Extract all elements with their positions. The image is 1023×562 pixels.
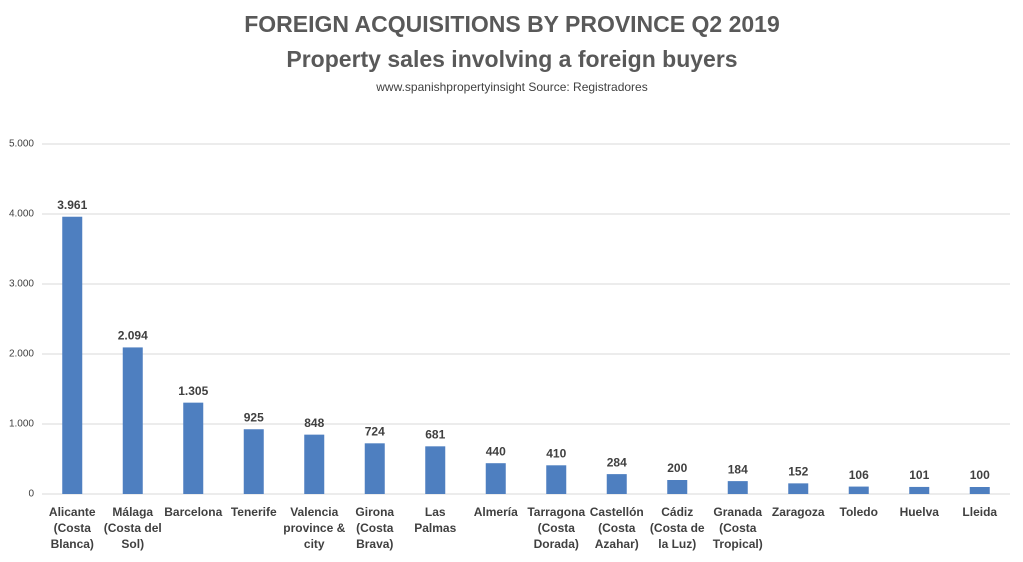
bar	[606, 474, 627, 494]
value-label: 101	[909, 468, 929, 482]
x-tick-label: Zaragoza	[771, 505, 825, 519]
y-tick-label: 5.000	[9, 139, 34, 150]
y-tick-label: 3.000	[9, 279, 34, 290]
value-label: 3.961	[57, 198, 87, 212]
value-label: 1.305	[178, 384, 208, 398]
value-label: 106	[849, 468, 869, 482]
y-tick-label: 2.000	[9, 349, 34, 360]
bar	[788, 483, 809, 494]
bar	[485, 463, 506, 494]
value-label: 200	[667, 461, 687, 475]
x-tick-label: Almería	[473, 505, 518, 519]
x-tick-label: Toledo	[839, 505, 878, 519]
bar	[727, 481, 748, 494]
x-tick-label: Tenerife	[230, 505, 277, 519]
x-tick-label: Valencia province & city	[283, 505, 346, 551]
x-tick-label: Tarragona (Costa Dorada)	[527, 505, 586, 551]
bar	[909, 486, 930, 494]
bar	[243, 429, 264, 494]
x-tick-label: Huelva	[899, 505, 939, 519]
x-tick-label: Granada (Costa Tropical)	[712, 505, 763, 551]
y-tick-label: 0	[28, 489, 34, 500]
value-label: 925	[244, 410, 264, 424]
x-tick-label: Lleida	[962, 505, 998, 519]
chart-title: FOREIGN ACQUISITIONS BY PROVINCE Q2 2019	[244, 11, 780, 37]
y-tick-label: 1.000	[9, 419, 34, 430]
y-tick-label: 4.000	[9, 209, 34, 220]
value-label: 848	[304, 416, 324, 430]
bar	[667, 480, 688, 494]
x-tick-label: Las Palmas	[414, 505, 457, 535]
bar	[364, 443, 385, 494]
value-label: 284	[607, 455, 627, 469]
bar	[848, 486, 869, 494]
value-label: 440	[486, 444, 506, 458]
value-label: 410	[546, 446, 566, 460]
x-tick-label: Barcelona	[164, 505, 223, 519]
value-label: 100	[970, 468, 990, 482]
bar	[425, 446, 446, 494]
x-tick-label: Girona (Costa Brava)	[355, 505, 395, 551]
x-tick-label: Alicante (Costa Blanca)	[48, 505, 96, 551]
x-tick-label: Málaga (Costa del Sol)	[103, 505, 162, 551]
bar	[546, 465, 567, 494]
value-label: 2.094	[118, 329, 148, 343]
chart-source: www.spanishpropertyinsight Source: Regis…	[375, 80, 647, 94]
bar	[122, 347, 143, 494]
value-label: 681	[425, 428, 445, 442]
value-label: 724	[365, 424, 385, 438]
bar	[969, 487, 990, 494]
x-tick-label: Castellón (Costa Azahar)	[589, 505, 644, 551]
value-label: 184	[728, 462, 748, 476]
x-tick-label: Cádiz (Costa de la Luz)	[649, 505, 705, 551]
bar	[304, 434, 325, 494]
bar	[62, 216, 83, 495]
bar	[183, 402, 204, 494]
chart-subtitle: Property sales involving a foreign buyer…	[286, 46, 737, 72]
value-label: 152	[788, 465, 808, 479]
